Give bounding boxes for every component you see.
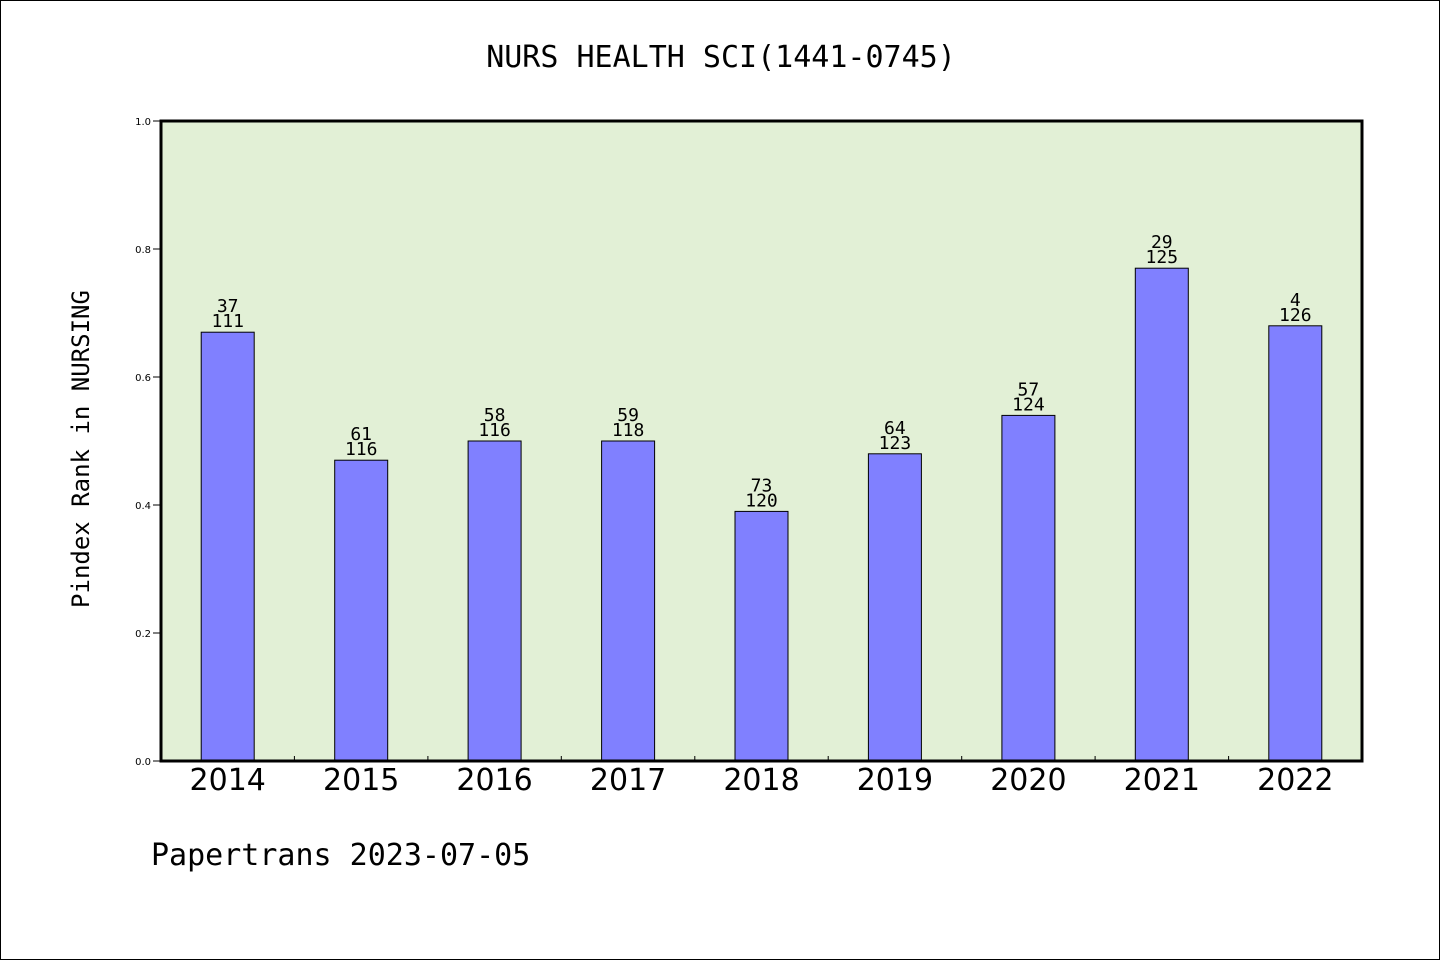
bar-rank-label-2019: 64	[884, 418, 906, 439]
x-tick-label-2015: 2015	[323, 763, 399, 798]
bar-rank-label-2015: 61	[350, 424, 372, 445]
plot-border	[159, 119, 1364, 763]
y-tick-label-4: 0.8	[135, 245, 151, 256]
bar-rank-label-2020: 57	[1018, 379, 1040, 400]
bar-total-label-2014: 111	[211, 311, 244, 332]
bar-total-label-2019: 123	[879, 433, 912, 454]
bar-2019	[867, 453, 922, 762]
x-axis: 2014 2015 2016 2017 2018 2019 2020 2021 2022	[190, 756, 1333, 798]
bar-2018	[734, 510, 789, 762]
bar-2017	[601, 440, 656, 762]
bar-total-label-2016: 116	[478, 420, 511, 441]
footer-credit: Papertrans 2023-07-05	[151, 838, 530, 873]
y-tick-label-1: 0.2	[135, 629, 151, 640]
bar-total-label-2020: 124	[1012, 394, 1045, 415]
bar-rank-label-2021: 29	[1151, 232, 1173, 253]
bar-2014	[200, 331, 255, 762]
x-tick-label-2020: 2020	[990, 763, 1066, 798]
bar-2016	[467, 440, 522, 762]
bar-2015	[334, 459, 389, 762]
bar-total-label-2018: 120	[745, 490, 778, 511]
bar-2020	[1001, 414, 1056, 762]
bar-total-label-2017: 118	[612, 420, 645, 441]
bar-rank-label-2018: 73	[751, 475, 773, 496]
x-tick-label-2014: 2014	[190, 763, 266, 798]
y-tick-label-5: 1.0	[135, 117, 151, 128]
x-tick-label-2018: 2018	[723, 763, 799, 798]
y-tick-label-3: 0.6	[135, 373, 151, 384]
x-tick-label-2017: 2017	[590, 763, 666, 798]
bar-rank-label-2022: 4	[1290, 290, 1301, 311]
x-tick-label-2022: 2022	[1257, 763, 1333, 798]
chart-title: NURS HEALTH SCI(1441-0745)	[486, 40, 956, 75]
y-tick-label-2: 0.4	[135, 501, 151, 512]
bar-total-label-2022: 126	[1279, 305, 1312, 326]
bar-rank-label-2014: 37	[217, 296, 239, 317]
bar-rank-label-2016: 58	[484, 405, 506, 426]
bar-total-label-2021: 125	[1146, 247, 1179, 268]
bars-group	[200, 267, 1323, 762]
bar-labels-group: 3711161116581165911873120641235712429125…	[211, 232, 1311, 511]
y-tick-label-0: 0.0	[135, 757, 151, 768]
y-axis-label: Pindex Rank in NURSING	[67, 290, 95, 608]
x-tick-label-2021: 2021	[1124, 763, 1200, 798]
y-axis: 0.0 0.2 0.4 0.6 0.8 1.0	[135, 117, 161, 768]
x-tick-label-2016: 2016	[456, 763, 532, 798]
x-tick-label-2019: 2019	[857, 763, 933, 798]
bar-2022	[1268, 325, 1323, 762]
bar-total-label-2015: 116	[345, 439, 378, 460]
bar-2021	[1134, 267, 1189, 762]
bar-rank-label-2017: 59	[617, 405, 639, 426]
